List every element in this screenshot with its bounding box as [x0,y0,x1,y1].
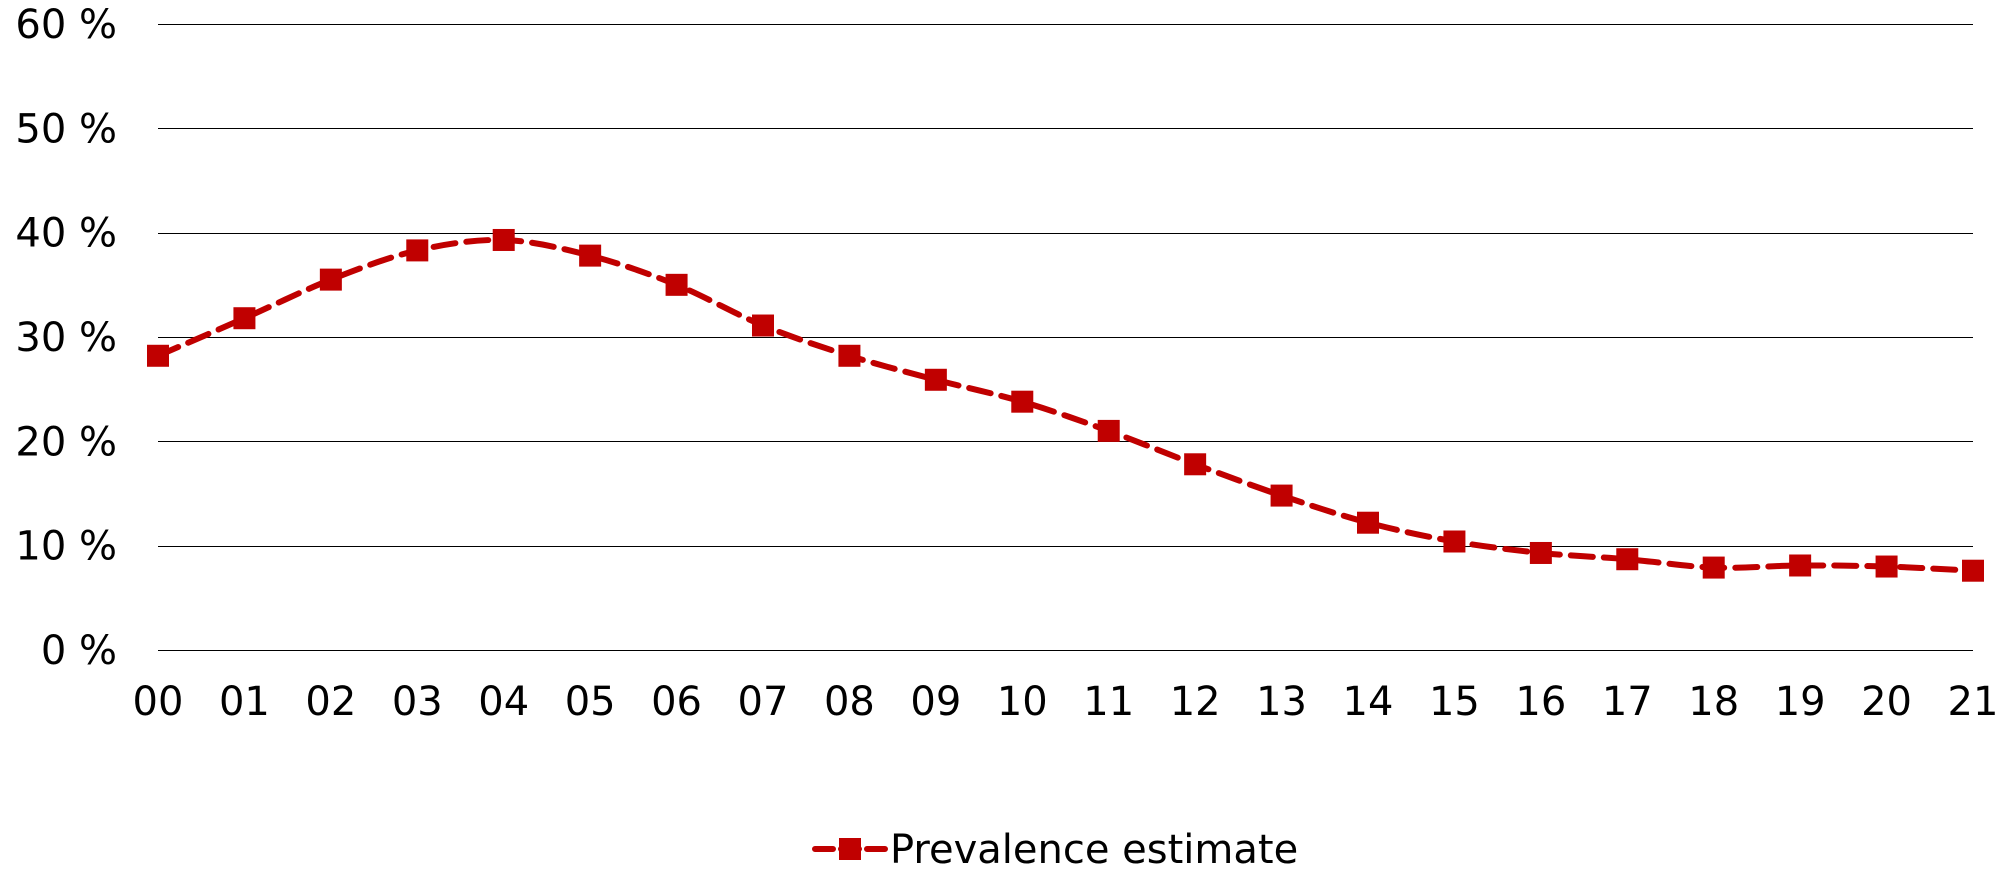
y-axis-tick-labels: 0 % 10 % 20 % 30 % 40 % 50 % 60 % [15,2,117,674]
x-tick-label-05: 05 [565,679,616,725]
legend-label-prevalence-estimate: Prevalence estimate [890,827,1298,871]
y-tick-label-5: 50 % [15,106,117,152]
x-tick-label-21: 21 [1948,679,1999,725]
x-tick-label-08: 08 [824,679,875,725]
data-point-06 [665,273,688,296]
x-tick-label-16: 16 [1515,679,1566,725]
data-point-16 [1529,541,1552,564]
data-point-19 [1789,554,1812,577]
data-point-12 [1184,453,1207,476]
data-point-01 [233,307,256,330]
x-tick-label-15: 15 [1429,679,1480,725]
y-tick-label-3: 30 % [15,315,117,361]
y-tick-label-1: 10 % [15,524,117,570]
data-point-02 [319,268,342,291]
gridlines [158,23,1973,652]
x-tick-label-00: 00 [133,679,184,725]
x-tick-label-17: 17 [1602,679,1653,725]
x-tick-label-07: 07 [738,679,789,725]
y-tick-label-6: 60 % [15,2,117,48]
data-point-13 [1270,484,1293,507]
x-tick-label-09: 09 [910,679,961,725]
x-tick-label-01: 01 [219,679,270,725]
series-prevalence-estimate [147,228,1984,582]
data-point-09 [924,368,947,391]
data-point-18 [1702,556,1725,579]
data-point-21 [1962,559,1984,582]
x-tick-label-18: 18 [1688,679,1739,725]
x-tick-label-03: 03 [392,679,443,725]
data-point-10 [1011,390,1034,413]
data-point-20 [1875,555,1898,578]
x-tick-label-10: 10 [997,679,1048,725]
x-tick-label-14: 14 [1343,679,1394,725]
data-point-11 [1097,419,1120,442]
x-tick-label-19: 19 [1775,679,1826,725]
x-tick-label-02: 02 [305,679,356,725]
x-tick-label-20: 20 [1861,679,1912,725]
x-tick-label-12: 12 [1170,679,1221,725]
y-tick-label-2: 20 % [15,419,117,465]
y-tick-label-0: 0 % [41,628,117,674]
series-line-0 [155,236,1976,574]
x-tick-label-06: 06 [651,679,702,725]
x-tick-label-11: 11 [1083,679,1134,725]
x-tick-label-04: 04 [478,679,529,725]
data-point-04 [492,228,515,251]
data-point-08 [838,344,861,367]
data-point-07 [752,314,774,337]
data-point-17 [1616,548,1639,571]
data-point-03 [406,239,429,262]
x-tick-label-13: 13 [1256,679,1307,725]
data-point-00 [147,344,169,367]
legend: Prevalence estimate [812,827,1298,871]
legend-marker-swatch [839,838,861,860]
data-point-05 [579,244,602,267]
y-tick-label-4: 40 % [15,211,117,257]
x-axis-tick-labels: 00 01 02 03 04 05 06 07 08 09 10 11 12 13 14 15 16 17 18 19… [133,679,1999,725]
data-point-15 [1443,530,1466,553]
data-point-14 [1357,511,1379,534]
